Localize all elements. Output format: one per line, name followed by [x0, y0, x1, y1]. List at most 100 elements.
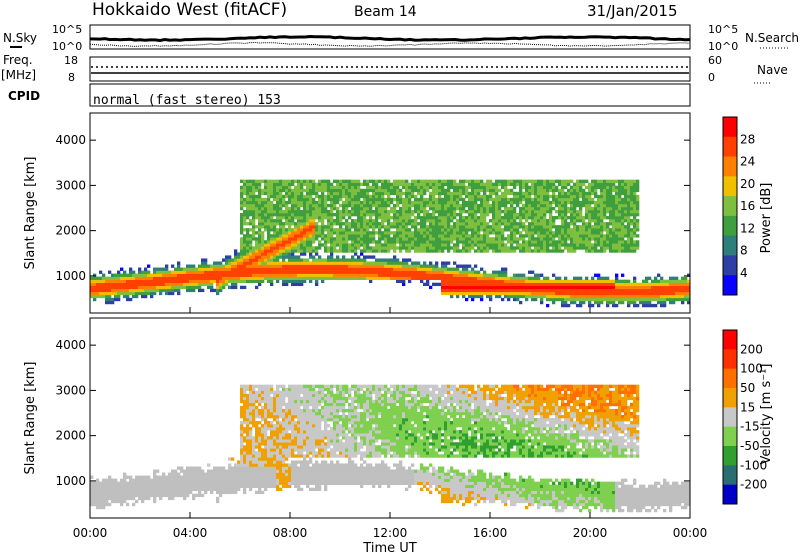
heatmap-cell [249, 279, 253, 283]
heatmap-cell [519, 234, 523, 238]
heatmap-cell [573, 185, 577, 190]
heatmap-cell [636, 288, 640, 293]
heatmap-cell [276, 279, 280, 283]
heatmap-cell [396, 209, 400, 214]
heatmap-cell [585, 191, 589, 196]
heatmap-cell [609, 279, 613, 283]
heatmap-cell [414, 179, 418, 183]
heatmap-cell [537, 219, 541, 223]
heatmap-cell [252, 182, 256, 187]
heatmap-cell [309, 179, 313, 183]
heatmap-cell [252, 225, 256, 229]
heatmap-cell [168, 484, 172, 488]
heatmap-cell [411, 179, 415, 183]
heatmap-cell [327, 219, 331, 223]
heatmap-cell [564, 179, 568, 183]
heatmap-cell [390, 188, 394, 193]
heatmap-cell [99, 484, 103, 488]
heatmap-cell [441, 228, 445, 232]
heatmap-cell [459, 228, 463, 232]
heatmap-cell [324, 246, 328, 250]
heatmap-cell [291, 219, 295, 223]
heatmap-cell [531, 270, 535, 274]
heatmap-cell [525, 228, 529, 232]
heatmap-cell [282, 252, 286, 256]
heatmap-cell [90, 276, 94, 280]
heatmap-cell [291, 252, 295, 256]
heatmap-cell [546, 188, 550, 193]
heatmap-cell [594, 279, 598, 283]
heatmap-cell [441, 234, 445, 238]
heatmap-cell [192, 276, 196, 280]
heatmap-cell [618, 288, 622, 293]
heatmap-cell [552, 285, 556, 290]
heatmap-cell [549, 203, 553, 208]
heatmap-cell [486, 213, 490, 217]
heatmap-cell [288, 182, 292, 187]
heatmap-cell [180, 285, 184, 290]
heatmap-cell [231, 270, 235, 274]
heatmap-cell [363, 255, 367, 259]
heatmap-cell [561, 240, 565, 244]
heatmap-cell [621, 240, 625, 244]
heatmap-cell [561, 185, 565, 190]
heatmap-cell [549, 249, 553, 253]
heatmap-cell [489, 297, 493, 302]
heatmap-cell [534, 213, 538, 217]
heatmap-cell [171, 270, 175, 274]
heatmap-cell [312, 246, 316, 250]
heatmap-cell [270, 237, 274, 241]
heatmap-cell [279, 240, 283, 244]
heatmap-cell [630, 243, 634, 247]
heatmap-cell [354, 222, 358, 226]
heatmap-cell [180, 466, 184, 470]
heatmap-cell [432, 194, 436, 199]
heatmap-cell [204, 270, 208, 274]
heatmap-cell [159, 475, 163, 479]
heatmap-cell [171, 264, 175, 268]
heatmap-cell [312, 249, 316, 253]
heatmap-cell [123, 282, 127, 287]
heatmap-cell [273, 264, 277, 268]
heatmap-cell [396, 216, 400, 220]
heatmap-cell [291, 267, 295, 271]
heatmap-cell [510, 206, 514, 211]
heatmap-cell [309, 234, 313, 238]
heatmap-cell [549, 200, 553, 205]
heatmap-cell [378, 209, 382, 214]
heatmap-cell [456, 276, 460, 280]
heatmap-cell [552, 231, 556, 235]
heatmap-cell [96, 502, 100, 507]
heatmap-cell [249, 240, 253, 244]
heatmap-cell [405, 194, 409, 199]
heatmap-cell [189, 285, 193, 290]
nave-tick-bottom: 0 [708, 71, 715, 84]
heatmap-cell [417, 191, 421, 196]
heatmap-cell [309, 270, 313, 274]
heatmap-cell [405, 206, 409, 211]
heatmap-cell [609, 191, 613, 196]
heatmap-cell [519, 285, 523, 290]
heatmap-cell [603, 197, 607, 202]
heatmap-cell [624, 200, 628, 205]
heatmap-cell [135, 288, 139, 293]
heatmap-cell [303, 279, 307, 283]
heatmap-cell [513, 297, 517, 302]
heatmap-cell [255, 258, 259, 262]
heatmap-cell [264, 191, 268, 196]
heatmap-cell [462, 182, 466, 187]
heatmap-cell [522, 209, 526, 214]
heatmap-cell [501, 291, 505, 296]
heatmap-cell [513, 219, 517, 223]
heatmap-cell [471, 288, 475, 293]
heatmap-cell [285, 191, 289, 196]
heatmap-cell [678, 297, 682, 302]
heatmap-cell [426, 225, 430, 229]
heatmap-cell [387, 258, 391, 262]
heatmap-cell [297, 234, 301, 238]
heatmap-cell [585, 243, 589, 247]
heatmap-cell [312, 228, 316, 232]
heatmap-cell [183, 484, 187, 488]
heatmap-cell [546, 297, 550, 302]
heatmap-cell [375, 194, 379, 199]
